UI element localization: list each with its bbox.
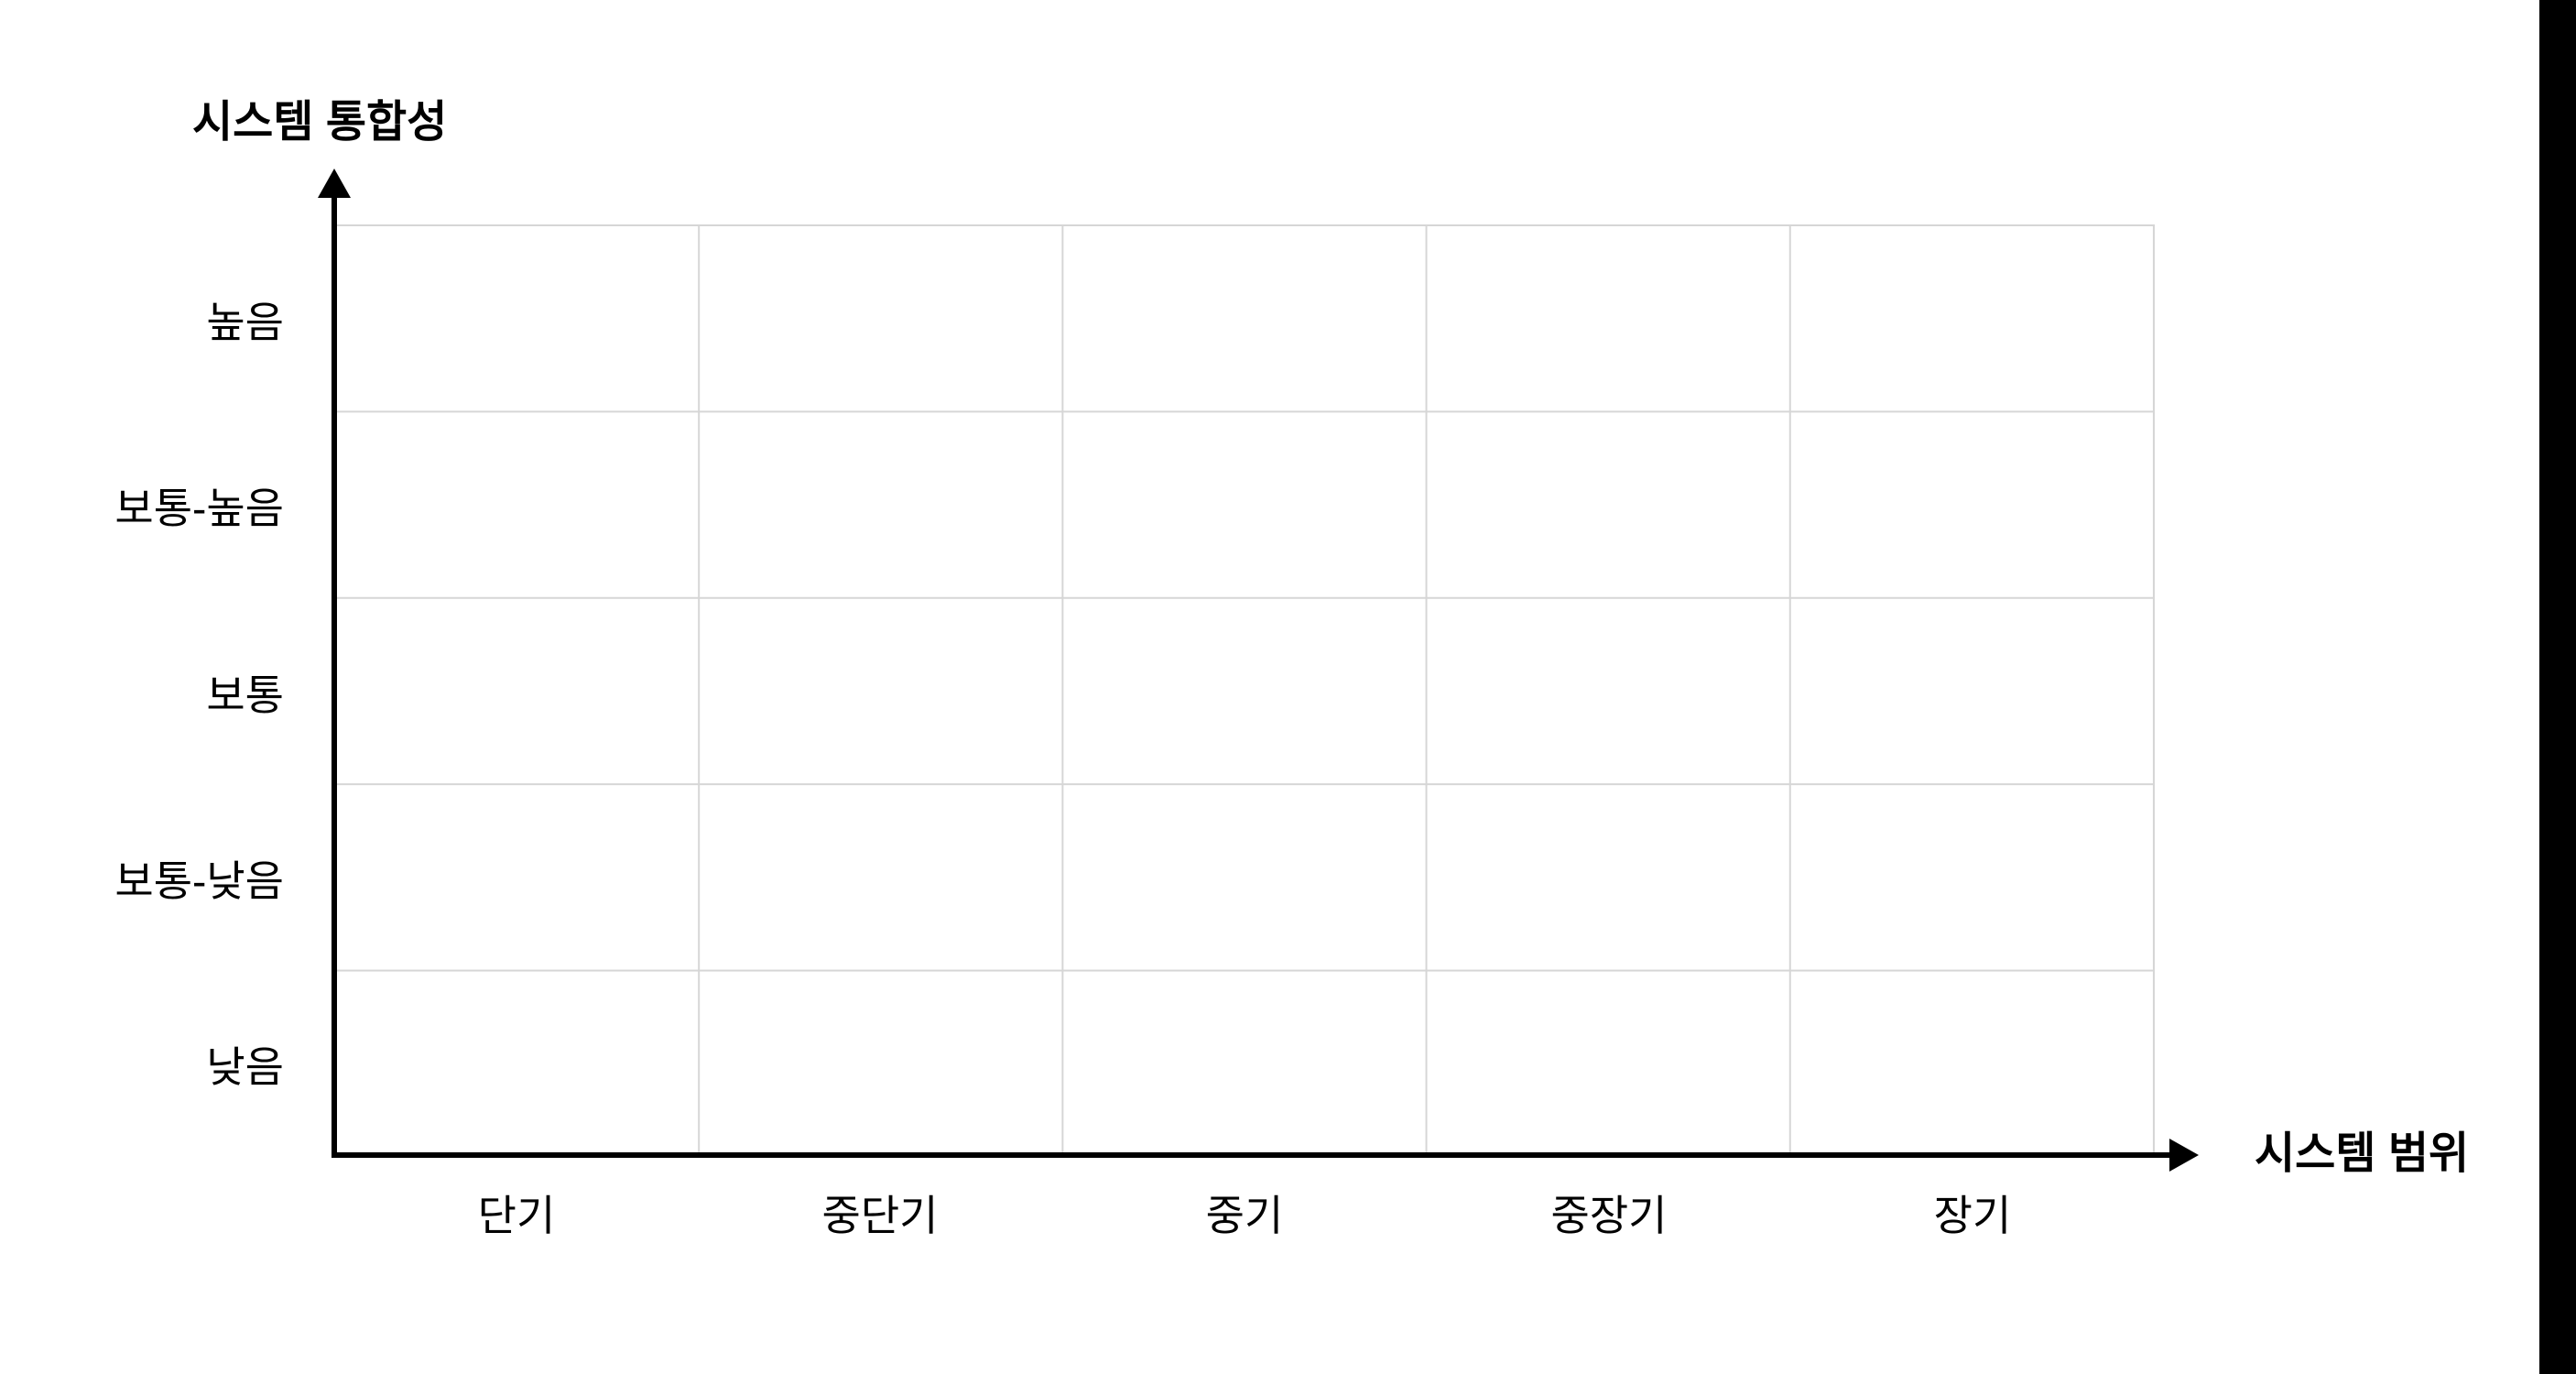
x-axis-line [334,1152,2171,1158]
right-edge-black-bar [2539,0,2576,1374]
y-axis-line [332,181,337,1158]
arrow-up-icon [318,169,351,198]
y-tick-label: 보통-낮음 [114,857,284,905]
x-tick-label: 단기 [477,1192,556,1239]
y-tick-label: 낮음 [206,1043,284,1091]
x-tick-label: 장기 [1933,1192,2012,1239]
x-tick-label: 중기 [1205,1192,1284,1239]
x-axis-title: 시스템 범위 [2255,1129,2470,1178]
y-tick-label: 보통 [206,671,284,719]
y-axis-title: 시스템 통합성 [192,98,448,147]
plot-grid [334,224,2155,1156]
x-tick-label: 중장기 [1550,1192,1668,1239]
x-tick-label: 중단기 [821,1192,939,1239]
y-tick-label: 높음 [206,299,284,346]
arrow-right-icon [2169,1139,2199,1172]
y-tick-label: 보통-높음 [114,485,284,532]
